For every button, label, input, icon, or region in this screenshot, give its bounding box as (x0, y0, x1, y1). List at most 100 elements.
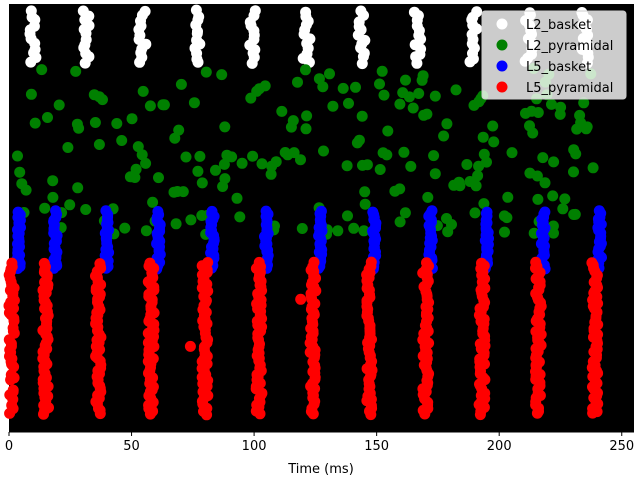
l2-pyramidal-spike (129, 172, 141, 183)
l2-pyramidal-spike (568, 144, 580, 156)
l2-pyramidal-spike (12, 150, 23, 162)
x-tick-label: 100 (242, 439, 267, 454)
l2-pyramidal-spike (417, 70, 429, 82)
l2-pyramidal-spike (468, 99, 480, 111)
l2-pyramidal-spike (219, 121, 231, 133)
l2-pyramidal-spike (276, 105, 288, 117)
l2-pyramidal-spike (234, 211, 246, 223)
legend-marker (496, 81, 508, 93)
l2-pyramidal-spike (502, 191, 514, 203)
x-axis-label: Time (ms) (287, 462, 354, 477)
l2-pyramidal-spike (194, 150, 206, 162)
l2-pyramidal-spike (226, 151, 238, 163)
l5-basket-spike (367, 206, 379, 218)
l5-pyramidal-spike (421, 257, 432, 269)
l2-pyramidal-spike (520, 107, 531, 119)
l2-pyramidal-spike (578, 97, 590, 109)
l2-basket-spike (190, 4, 202, 16)
l2-pyramidal-spike (587, 162, 599, 174)
l2-pyramidal-spike (405, 160, 417, 172)
l5-pyramidal-spike (365, 256, 377, 268)
l2-pyramidal-spike (547, 190, 559, 202)
l2-pyramidal-spike (400, 74, 411, 86)
l5-basket-spike (12, 206, 24, 218)
legend-marker (496, 39, 508, 51)
l2-pyramidal-spike (137, 85, 149, 97)
l2-pyramidal-spike (16, 178, 28, 190)
l2-pyramidal-spike (39, 202, 51, 214)
l2-pyramidal-spike (350, 81, 361, 93)
l2-pyramidal-spike (557, 203, 569, 215)
l2-pyramidal-spike (216, 69, 228, 81)
l2-pyramidal-spike (341, 160, 353, 172)
l2-pyramidal-spike (132, 141, 144, 153)
l5-basket-spike (539, 206, 551, 218)
l2-pyramidal-spike (428, 150, 440, 162)
l5-basket-spike (593, 205, 605, 217)
l2-pyramidal-spike (461, 159, 473, 170)
l2-pyramidal-spike (47, 175, 59, 187)
l2-basket-spike (249, 5, 261, 17)
l2-pyramidal-spike (116, 135, 128, 146)
l5-pyramidal-spike (144, 257, 156, 269)
data-marks (3, 4, 607, 421)
l5-pyramidal-spike (530, 256, 542, 268)
legend-label: L5_pyramidal (526, 81, 613, 96)
l2-pyramidal-spike (478, 198, 490, 210)
l2-pyramidal-spike (394, 98, 406, 110)
l2-pyramidal-spike (422, 191, 434, 203)
l2-pyramidal-spike (279, 147, 291, 158)
l2-pyramidal-spike (537, 152, 549, 164)
l2-pyramidal-spike (295, 154, 306, 166)
l2-pyramidal-spike (399, 207, 411, 219)
l2-pyramidal-spike (470, 180, 482, 192)
l2-pyramidal-spike (296, 223, 308, 234)
l5-basket-spike (100, 205, 112, 217)
l2-pyramidal-spike (546, 98, 557, 110)
l2-pyramidal-spike (93, 139, 105, 150)
l2-pyramidal-spike (469, 207, 481, 219)
l2-pyramidal-spike (539, 177, 551, 189)
l2-pyramidal-spike (358, 225, 370, 237)
l2-pyramidal-spike (256, 158, 268, 170)
l2-pyramidal-spike (210, 164, 221, 176)
x-tick-label: 50 (123, 439, 140, 454)
l2-pyramidal-spike (29, 117, 41, 129)
l2-pyramidal-spike (200, 66, 212, 78)
l2-pyramidal-spike (53, 99, 65, 111)
l2-pyramidal-spike (259, 80, 271, 92)
l5-pyramidal-spike (94, 258, 106, 270)
l2-pyramidal-spike (568, 209, 580, 220)
l2-pyramidal-spike (36, 64, 48, 76)
legend-items: L2_basket L2_pyramidal L5_basket L5_pyramid… (496, 18, 613, 96)
l5-pyramidal-spike (6, 257, 18, 269)
l2-pyramidal-spike (25, 88, 37, 100)
l2-pyramidal-spike (192, 165, 204, 177)
l2-pyramidal-spike (318, 145, 329, 157)
l2-pyramidal-spike (130, 163, 142, 175)
l2-pyramidal-spike (285, 121, 297, 133)
l5-pyramidal-spike (253, 256, 265, 268)
l2-pyramidal-spike (353, 134, 365, 146)
l2-pyramidal-spike (359, 186, 371, 198)
l2-pyramidal-spike (378, 89, 390, 101)
l2-pyramidal-spike (374, 164, 386, 175)
l2-pyramidal-spike (374, 78, 385, 90)
l2-pyramidal-spike (524, 120, 535, 132)
l2-pyramidal-spike (487, 120, 499, 132)
l2-pyramidal-spike (140, 225, 152, 237)
l2-pyramidal-spike (413, 88, 425, 99)
l2-pyramidal-spike (301, 110, 313, 122)
l2-pyramidal-spike (446, 219, 457, 230)
l5-pyramidal-spike (295, 293, 307, 305)
l2-pyramidal-spike (175, 78, 187, 90)
l2-pyramidal-spike (450, 84, 462, 96)
x-axis: 0 50 100 150 200 250 Time (ms) (5, 431, 634, 477)
l2-pyramidal-spike (547, 220, 559, 232)
l2-basket-spike (300, 6, 312, 18)
l2-pyramidal-spike (111, 118, 123, 129)
l2-pyramidal-spike (532, 193, 544, 205)
l5-basket-spike (426, 205, 438, 217)
l5-pyramidal-spike (38, 257, 50, 269)
